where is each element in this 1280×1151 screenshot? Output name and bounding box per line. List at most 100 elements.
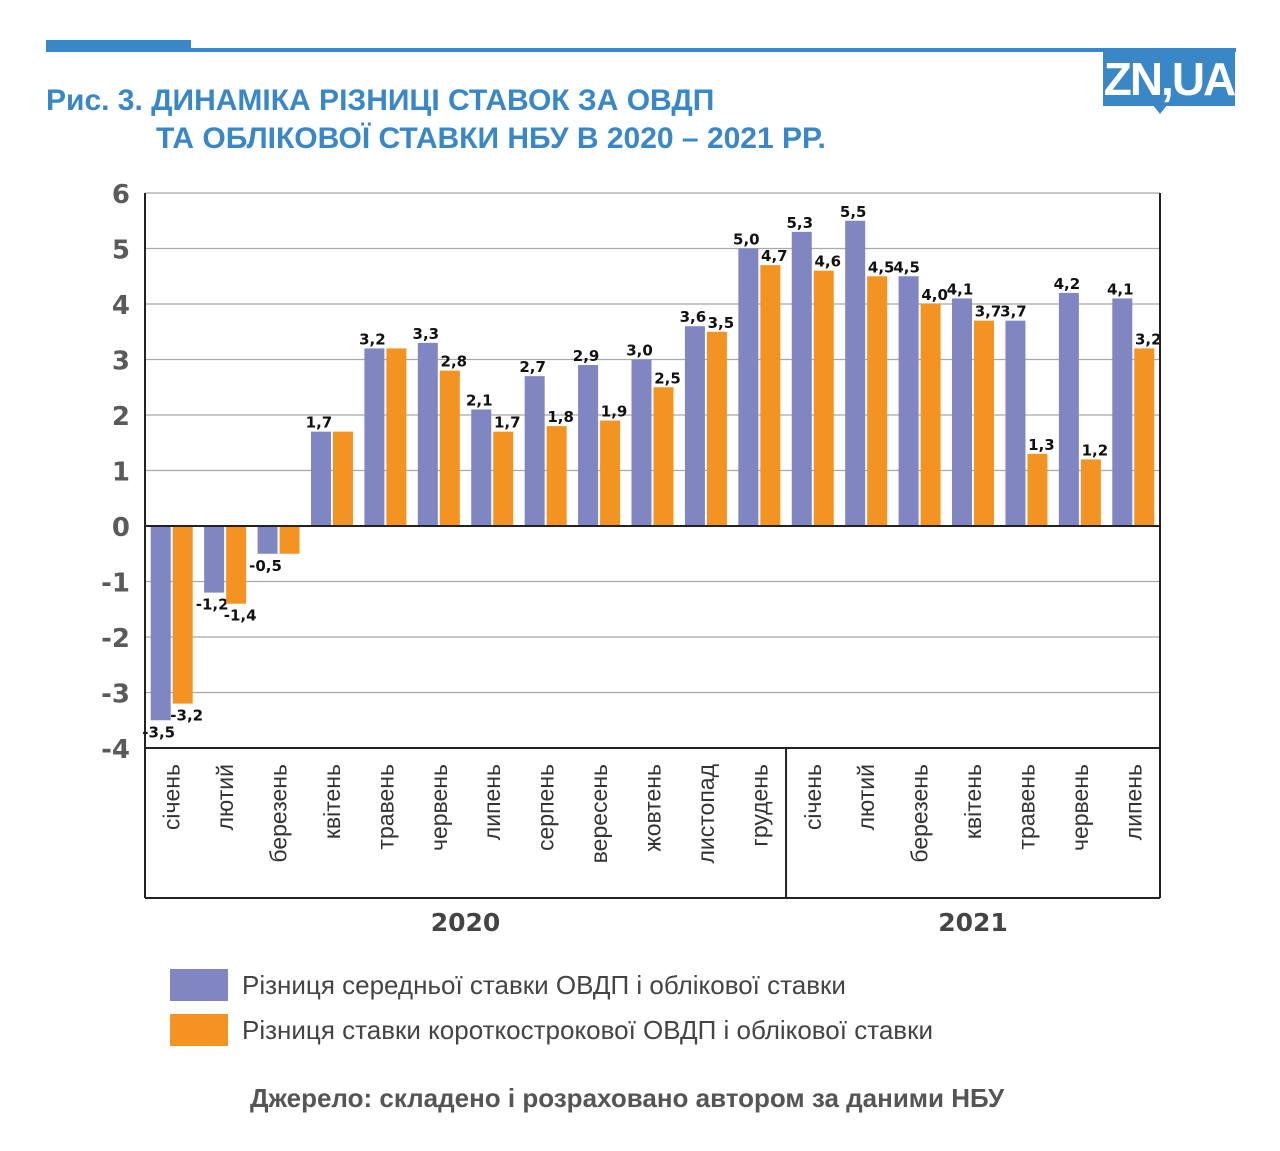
y-tick-label: 6 bbox=[112, 180, 130, 210]
x-category-label: грудень bbox=[746, 764, 772, 847]
chart-title-line2: ТА ОБЛІКОВОЇ СТАВКИ НБУ В 2020 – 2021 РР… bbox=[156, 122, 826, 155]
bar-series2 bbox=[493, 431, 514, 526]
legend-label-series1: Різниця середньої ставки ОВДП і обліково… bbox=[242, 969, 846, 1000]
bar-series1 bbox=[845, 220, 866, 526]
x-category-label: травень bbox=[372, 764, 398, 850]
y-tick-label: -2 bbox=[101, 624, 130, 654]
data-label: 2,9 bbox=[573, 347, 600, 365]
x-category-label: липень bbox=[1120, 764, 1146, 840]
bar-series2 bbox=[760, 265, 781, 526]
bar-series1 bbox=[471, 409, 492, 526]
data-label: 5,5 bbox=[840, 203, 867, 221]
bar-series2 bbox=[226, 526, 247, 604]
year-group-label: 2021 bbox=[938, 908, 1008, 937]
y-tick-label: 5 bbox=[112, 236, 130, 266]
data-label: 4,0 bbox=[921, 286, 948, 304]
y-tick-label: 4 bbox=[112, 291, 130, 321]
data-label: 2,8 bbox=[441, 353, 468, 371]
bar-series1 bbox=[791, 231, 812, 526]
bar-series2 bbox=[867, 276, 888, 526]
header-rule bbox=[46, 48, 1236, 52]
logo-speech-tail-icon bbox=[1152, 104, 1168, 114]
bar-series2 bbox=[1134, 348, 1155, 526]
legend-swatch-series2 bbox=[170, 1014, 228, 1046]
x-category-label: квітень bbox=[319, 764, 345, 839]
bar-series1 bbox=[150, 526, 171, 721]
zn-ua-logo[interactable]: ZN,UA bbox=[1103, 52, 1236, 106]
bar-series1 bbox=[738, 248, 759, 526]
bar-series2 bbox=[172, 526, 193, 704]
bar-series2 bbox=[439, 370, 460, 526]
data-label: 2,5 bbox=[654, 369, 681, 387]
y-tick-label: 3 bbox=[112, 347, 130, 377]
data-label: 4,5 bbox=[868, 258, 895, 276]
bar-series1 bbox=[1005, 320, 1026, 526]
data-label: -1,2 bbox=[196, 596, 229, 614]
y-tick-label: 2 bbox=[112, 402, 130, 432]
data-label: 4,2 bbox=[1054, 275, 1081, 293]
bar-series2 bbox=[546, 426, 567, 526]
data-label: 3,7 bbox=[1000, 303, 1027, 321]
x-category-label: листопад bbox=[693, 763, 719, 863]
data-label: 3,3 bbox=[413, 325, 440, 343]
bar-series2 bbox=[813, 270, 834, 526]
bar-series2 bbox=[653, 387, 674, 526]
bar-series1 bbox=[684, 326, 705, 526]
data-label: 3,2 bbox=[359, 330, 386, 348]
data-label: -1,4 bbox=[224, 607, 257, 625]
data-label: 1,8 bbox=[547, 408, 574, 426]
y-tick-label: 0 bbox=[112, 513, 130, 543]
data-label: 5,3 bbox=[786, 214, 813, 232]
data-label: 4,5 bbox=[893, 258, 920, 276]
bar-series1 bbox=[310, 431, 331, 526]
y-tick-label: -3 bbox=[101, 680, 130, 710]
source-note: Джерело: складено і розраховано автором … bbox=[250, 1083, 1005, 1113]
bar-series2 bbox=[920, 304, 941, 526]
bar-series2 bbox=[332, 431, 353, 526]
y-tick-label: 1 bbox=[112, 458, 130, 488]
chart-title: Рис. 3. ДИНАМІКА РІЗНИЦІ СТАВОК ЗА ОВДП … bbox=[46, 82, 826, 158]
bar-chart: 6 5 4 3 2 1 0 -1 -2 -3 -4 -3,5-3,2 -1,2-1,4 -0,5 1,7 3,… bbox=[101, 180, 1162, 937]
bar-series2 bbox=[600, 420, 621, 526]
legend: Різниця середньої ставки ОВДП і обліково… bbox=[170, 968, 933, 1058]
legend-item-series1: Різниця середньої ставки ОВДП і обліково… bbox=[170, 968, 933, 1002]
bar-series1 bbox=[364, 348, 385, 526]
legend-label-series2: Різниця ставки короткострокової ОВДП і о… bbox=[242, 1014, 934, 1045]
x-category-label: лютий bbox=[212, 764, 238, 830]
data-label: 4,1 bbox=[947, 280, 974, 298]
year-group-label: 2020 bbox=[431, 908, 501, 937]
data-label: 1,9 bbox=[601, 403, 628, 421]
data-label: -0,5 bbox=[249, 557, 282, 575]
x-category-label: січень bbox=[800, 764, 826, 830]
data-label: 2,7 bbox=[519, 358, 546, 376]
legend-swatch-series1 bbox=[170, 969, 228, 1001]
bar-series1 bbox=[1112, 298, 1133, 526]
bar-series2 bbox=[386, 348, 407, 526]
bar-series1 bbox=[1058, 292, 1079, 526]
x-category-label: червень bbox=[426, 764, 452, 851]
data-label: 4,1 bbox=[1107, 280, 1134, 298]
data-label: 4,6 bbox=[814, 253, 841, 271]
data-label: 3,7 bbox=[975, 303, 1002, 321]
data-label: 1,2 bbox=[1082, 441, 1109, 459]
y-tick-label: -1 bbox=[101, 569, 130, 599]
data-label: 3,2 bbox=[1135, 330, 1162, 348]
bar-series1 bbox=[417, 342, 438, 526]
bar-series2 bbox=[706, 331, 727, 526]
x-category-label: жовтень bbox=[640, 764, 666, 852]
bar-series1 bbox=[257, 526, 278, 554]
data-label: 5,0 bbox=[733, 231, 760, 249]
x-category-label: серпень bbox=[533, 764, 559, 851]
bar-series2 bbox=[1027, 453, 1048, 526]
bar-series2 bbox=[974, 320, 995, 526]
bar-series1 bbox=[631, 359, 652, 526]
data-label: 1,7 bbox=[494, 414, 521, 432]
x-category-label: березень bbox=[266, 764, 292, 863]
bar-series1 bbox=[578, 365, 599, 526]
x-category-label: вересень bbox=[586, 764, 612, 863]
data-label: -3,5 bbox=[142, 723, 175, 741]
data-label: 3,6 bbox=[680, 308, 707, 326]
y-tick-label: -4 bbox=[101, 735, 130, 765]
bar-series2 bbox=[279, 526, 300, 554]
x-category-label: лютий bbox=[853, 764, 879, 830]
